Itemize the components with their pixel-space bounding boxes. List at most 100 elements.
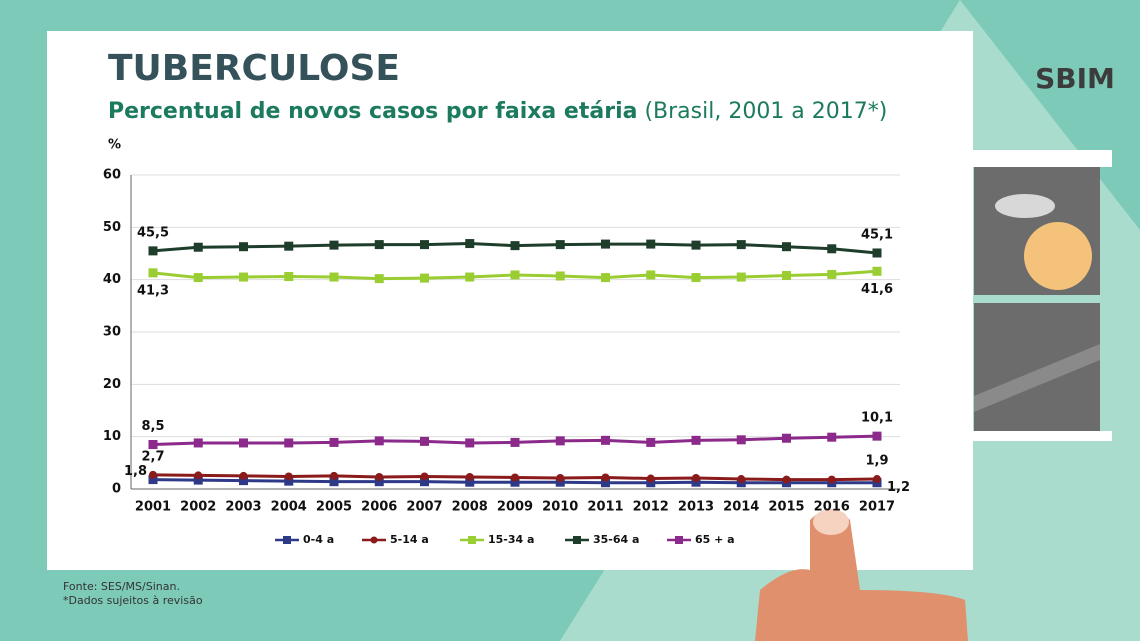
- point: [148, 268, 158, 278]
- point: [872, 431, 882, 441]
- point: [782, 433, 791, 443]
- x-tick-label: 2007: [406, 500, 442, 515]
- point: [646, 239, 656, 249]
- subtitle-main: Percentual de novos casos por faixa etár…: [108, 99, 637, 124]
- point: [691, 240, 701, 250]
- point: [511, 473, 519, 482]
- decor-moon: [1024, 222, 1092, 290]
- point: [329, 272, 339, 282]
- x-tick-label: 2004: [271, 500, 307, 515]
- point: [193, 438, 203, 448]
- point: [510, 270, 520, 280]
- thumb-shape: [755, 510, 968, 641]
- point: [148, 475, 158, 485]
- x-tick-label: 2002: [180, 500, 216, 515]
- point: [510, 437, 520, 447]
- source: Fonte: SES/MS/Sinan.: [63, 580, 180, 593]
- data-label: 1,8: [124, 464, 147, 479]
- x-tick-label: 2014: [723, 500, 759, 515]
- x-tick-label: 2013: [678, 500, 714, 515]
- y-tick-label: 50: [103, 220, 121, 235]
- legend-item: 65 + a: [667, 533, 735, 546]
- point: [872, 266, 882, 276]
- point: [736, 240, 746, 250]
- title: TUBERCULOSE: [108, 48, 400, 89]
- y-tick-label: 60: [103, 168, 121, 183]
- point: [193, 273, 203, 283]
- point: [782, 475, 791, 484]
- point: [555, 271, 565, 281]
- point: [375, 472, 384, 481]
- data-label: 8,5: [141, 419, 164, 434]
- point: [555, 436, 565, 446]
- point: [284, 241, 294, 251]
- series: [148, 475, 882, 488]
- point: [691, 477, 701, 487]
- x-tick-label: 2010: [542, 500, 578, 515]
- point: [420, 273, 429, 283]
- series: [149, 470, 881, 484]
- point: [420, 472, 429, 481]
- legend-label: 35-64 a: [593, 533, 639, 546]
- x-tick-label: 2003: [225, 500, 261, 515]
- point: [239, 272, 248, 282]
- point: [737, 475, 746, 484]
- series: [148, 266, 882, 284]
- subtitle-rest: (Brasil, 2001 a 2017*): [644, 99, 887, 124]
- point: [193, 242, 203, 252]
- legend-item: 15-34 a: [460, 533, 534, 546]
- point: [646, 270, 656, 280]
- point: [284, 476, 294, 486]
- point: [827, 269, 837, 279]
- point: [646, 474, 655, 483]
- legend-label: 15-34 a: [488, 533, 534, 546]
- data-label: 1,2: [887, 480, 910, 495]
- point: [601, 478, 610, 488]
- y-tick-label: 40: [103, 272, 121, 287]
- point: [827, 475, 836, 484]
- point: [149, 470, 157, 479]
- legend-label: 5-14 a: [390, 533, 429, 546]
- point: [420, 477, 429, 487]
- thumb: [755, 509, 968, 641]
- point: [465, 438, 475, 448]
- point: [601, 273, 610, 283]
- x-tick-label: 2016: [814, 500, 850, 515]
- point: [601, 473, 610, 482]
- thumb-nail: [813, 509, 849, 535]
- point: [329, 477, 339, 487]
- point: [646, 437, 656, 447]
- point: [873, 475, 881, 484]
- point: [601, 239, 610, 249]
- point: [465, 239, 475, 249]
- data-label: 41,6: [861, 282, 893, 297]
- point: [510, 241, 520, 251]
- point: [872, 248, 882, 258]
- x-tick-label: 2017: [859, 500, 895, 515]
- point: [148, 246, 158, 256]
- point: [782, 242, 791, 252]
- point: [329, 437, 339, 447]
- x-tick-label: 2005: [316, 500, 352, 515]
- decor-beam: [974, 344, 1100, 412]
- point: [374, 477, 384, 487]
- data-label: 41,3: [137, 283, 169, 298]
- legend-marker: [468, 536, 476, 544]
- point: [193, 475, 203, 485]
- point: [239, 471, 248, 480]
- point: [329, 240, 339, 250]
- x-tick-label: 2006: [361, 500, 397, 515]
- point: [556, 474, 565, 483]
- point: [284, 472, 293, 481]
- point: [692, 474, 700, 483]
- point: [194, 471, 203, 480]
- point: [736, 272, 746, 282]
- point: [510, 477, 520, 487]
- decor-frame: [972, 150, 1112, 167]
- legend-marker: [573, 536, 581, 544]
- point: [330, 471, 338, 480]
- legend-item: 5-14 a: [362, 533, 429, 546]
- y-tick-label: 30: [103, 325, 121, 340]
- point: [827, 244, 837, 254]
